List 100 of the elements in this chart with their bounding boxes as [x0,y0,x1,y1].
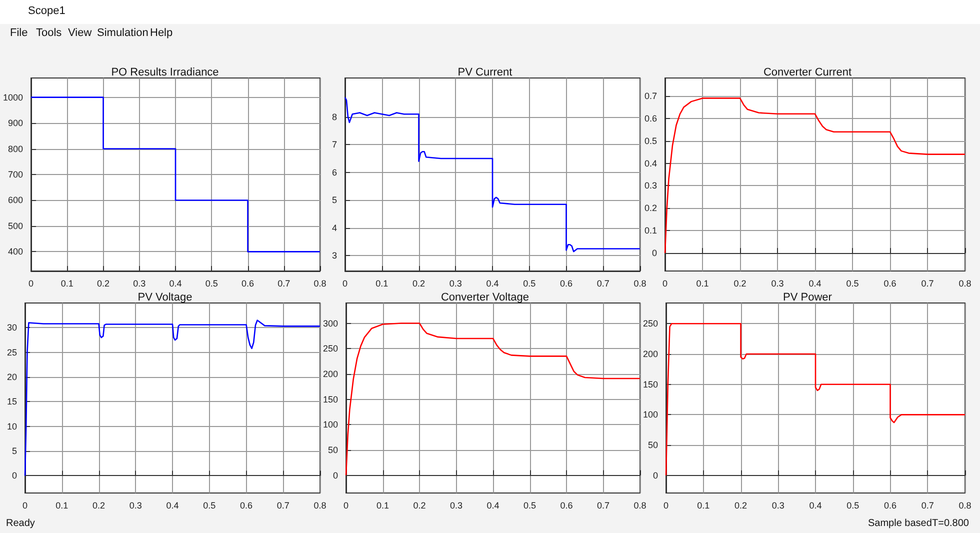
y-tick-label: 250 [322,344,338,354]
x-tick-label: 0.6 [560,500,573,510]
x-tick-label: 0.4 [166,500,179,510]
x-tick-label: 0.5 [205,278,218,288]
y-tick-label: 100 [322,420,338,430]
x-tick-label: 0.4 [486,500,500,510]
x-tick-label: 0 [342,278,348,288]
y-tick-label: 0 [653,470,658,480]
x-tick-label: 0.1 [376,500,390,510]
y-tick-label: 8 [332,112,337,122]
x-tick-label: 0.2 [412,278,426,288]
text: T=0.800 [932,518,969,529]
y-tick-label: 400 [8,246,24,257]
text: Ready [6,518,35,529]
x-tick-label: 0 [28,278,34,288]
x-tick-label: 0.5 [523,278,536,288]
chart-title: Converter Voltage [440,292,530,304]
y-tick-label: 0.7 [644,90,657,101]
y-tick-label: 0.2 [644,203,657,214]
y-tick-label: 0.1 [644,226,657,236]
x-tick-label: 0.2 [734,278,746,288]
text: View [68,27,92,39]
y-tick-label: 200 [322,368,338,379]
x-tick-label: 0.8 [314,278,326,288]
text: File [10,27,28,39]
chart-title: PV Voltage [138,292,192,304]
y-tick-label: 7 [332,140,337,150]
line-series [344,96,641,252]
y-tick-label: 1000 [2,92,24,102]
x-tick-label: 0.7 [596,278,610,288]
y-tick-label: 50 [328,444,338,455]
y-tick-label: 50 [648,440,658,450]
y-tick-label: 800 [8,144,24,154]
y-tick-label: 0.3 [644,180,657,191]
y-tick-label: 300 [322,318,338,328]
x-tick-label: 0.1 [60,278,74,288]
chart-title: PV Current [458,66,512,78]
text: Scope1 [28,5,66,17]
y-tick-label: 200 [642,348,658,359]
y-tick-label: 250 [642,318,658,329]
x-tick-label: 0.4 [808,278,822,288]
y-tick-label: 0.4 [644,158,657,168]
x-tick-label: 0.3 [133,278,146,288]
y-tick-label: 0.6 [644,113,657,124]
text: Help [150,27,173,39]
x-tick-label: 0.6 [884,278,896,288]
y-tick-label: 500 [8,220,24,231]
x-tick-label: 0.2 [92,500,106,510]
chart-title: PO Results Irradiance [111,66,219,78]
x-tick-label: 0.5 [524,500,536,510]
x-tick-label: 0.7 [921,278,934,288]
x-tick-label: 0.7 [278,278,290,288]
x-tick-label: 0.2 [734,500,748,510]
x-tick-label: 0 [344,500,349,510]
x-tick-label: 0.6 [884,500,897,510]
chart-title: Converter Current [763,66,852,78]
text: Simulation [97,27,148,39]
x-tick-label: 0.6 [560,278,573,288]
y-tick-label: 30 [6,322,17,333]
x-tick-label: 0.3 [450,500,463,510]
x-tick-label: 0.3 [772,500,784,510]
x-tick-label: 0.8 [634,278,646,288]
x-tick-label: 0.1 [56,500,68,510]
x-tick-label: 0.8 [958,500,972,510]
line-series [24,320,321,476]
y-tick-label: 10 [6,421,17,432]
y-tick-label: 0 [12,470,17,481]
x-tick-label: 0.7 [276,500,290,510]
x-tick-label: 0 [662,278,668,288]
x-tick-label: 0 [664,500,669,510]
x-tick-label: 0.5 [846,500,860,510]
y-tick-label: 15 [6,396,17,407]
x-tick-label: 0.3 [449,278,462,288]
y-tick-label: 100 [642,410,658,420]
y-tick-label: 0.5 [644,136,657,146]
x-tick-label: 0.8 [314,500,326,510]
y-tick-label: 150 [322,394,338,404]
y-tick-label: 0 [333,470,338,480]
x-tick-label: 0.8 [958,278,972,288]
y-tick-label: 5 [12,446,17,456]
x-tick-label: 0.2 [97,278,110,288]
x-tick-label: 0.4 [809,500,822,510]
x-tick-label: 0.2 [413,500,426,510]
x-tick-label: 0.5 [846,278,859,288]
x-tick-label: 0.7 [596,500,610,510]
x-tick-label: 0.1 [697,500,710,510]
line-series [345,322,641,476]
x-tick-label: 0.4 [169,278,182,288]
y-tick-label: 4 [332,222,337,233]
text: Sample based [868,518,932,529]
x-tick-label: 0.7 [921,500,934,510]
x-tick-label: 0.8 [634,500,646,510]
y-tick-label: 20 [6,372,17,382]
line-series [665,322,966,476]
y-tick-label: 900 [8,118,24,128]
y-tick-label: 6 [332,167,337,178]
y-tick-label: 600 [8,195,24,206]
x-tick-label: 0.1 [376,278,388,288]
y-tick-label: 0 [652,248,657,258]
x-tick-label: 0.5 [203,500,216,510]
